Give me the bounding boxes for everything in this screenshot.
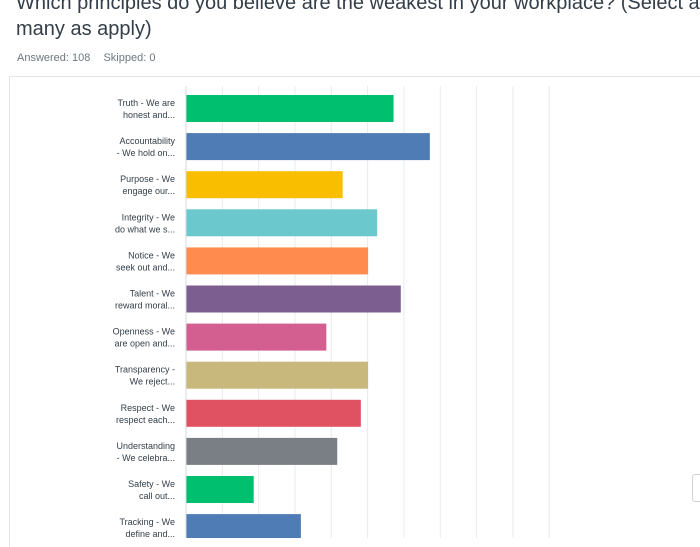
category-label: Respect - We respect each... xyxy=(116,403,175,425)
category-label: Truth - We are honest and... xyxy=(117,98,175,120)
category-label: Integrity - We do what we s... xyxy=(115,212,175,234)
category-label-line: define and... xyxy=(125,529,175,538)
bar[interactable] xyxy=(186,247,369,275)
category-label-line: Notice - We xyxy=(128,250,175,260)
category-label: Transparency - We reject... xyxy=(115,365,175,387)
bar[interactable] xyxy=(186,285,401,313)
category-label: Talent - We reward moral... xyxy=(115,289,175,311)
bar[interactable] xyxy=(186,209,378,237)
category-label-line: Purpose - We xyxy=(120,174,175,184)
category-label-line: call out... xyxy=(139,491,175,501)
category-label-line: do what we s... xyxy=(115,224,175,234)
category-label-line: honest and... xyxy=(123,110,175,120)
question-title-line-1: Which principles do you believe are the … xyxy=(16,0,700,14)
category-label-line: Talent - We xyxy=(130,289,175,299)
category-label-line: Transparency - xyxy=(115,365,175,375)
bar[interactable] xyxy=(186,133,430,161)
category-label: Understanding - We celebra... xyxy=(116,441,175,463)
bar[interactable] xyxy=(186,476,254,503)
question-title-line-2: many as apply) xyxy=(16,18,152,40)
category-label-line: are open and... xyxy=(114,339,175,349)
bar[interactable] xyxy=(186,437,338,465)
response-stats: Answered: 108 Skipped: 0 xyxy=(17,52,165,64)
side-panel-tab[interactable] xyxy=(692,474,700,502)
category-label: Notice - We seek out and... xyxy=(116,250,175,272)
category-label-line: - We celebra... xyxy=(117,453,175,463)
category-label-line: Truth - We are xyxy=(117,98,175,108)
bar[interactable] xyxy=(186,514,301,538)
category-label-line: We reject... xyxy=(130,377,175,387)
bar[interactable] xyxy=(186,171,343,199)
skipped-count: Skipped: 0 xyxy=(103,52,156,64)
bar[interactable] xyxy=(186,323,327,351)
category-label-line: seek out and... xyxy=(116,262,175,272)
category-label-line: Safety - We xyxy=(128,479,175,489)
category-label: Accountability - We hold on... xyxy=(117,136,176,158)
category-label: Tracking - We define and... xyxy=(119,517,175,538)
category-label-line: Integrity - We xyxy=(122,212,175,222)
category-label: Purpose - We engage our... xyxy=(120,174,175,196)
category-label-line: Respect - We xyxy=(121,403,175,413)
category-label-line: Openness - We xyxy=(113,327,175,337)
category-label-line: Accountability xyxy=(119,136,175,146)
bar[interactable] xyxy=(186,95,394,122)
category-label-line: Understanding xyxy=(116,441,175,451)
category-label-line: respect each... xyxy=(116,415,175,425)
category-label-line: - We hold on... xyxy=(117,148,175,158)
question-title: Which principles do you believe are the … xyxy=(16,0,700,42)
chart-panel xyxy=(9,76,700,547)
category-label-line: Tracking - We xyxy=(119,517,175,527)
category-label: Openness - We are open and... xyxy=(113,327,175,349)
category-label: Safety - We call out... xyxy=(128,479,175,501)
category-label-line: reward moral... xyxy=(115,301,175,311)
answered-count: Answered: 108 xyxy=(17,52,91,64)
category-label-line: engage our... xyxy=(122,186,175,196)
bar[interactable] xyxy=(186,399,361,427)
bar[interactable] xyxy=(186,361,369,389)
